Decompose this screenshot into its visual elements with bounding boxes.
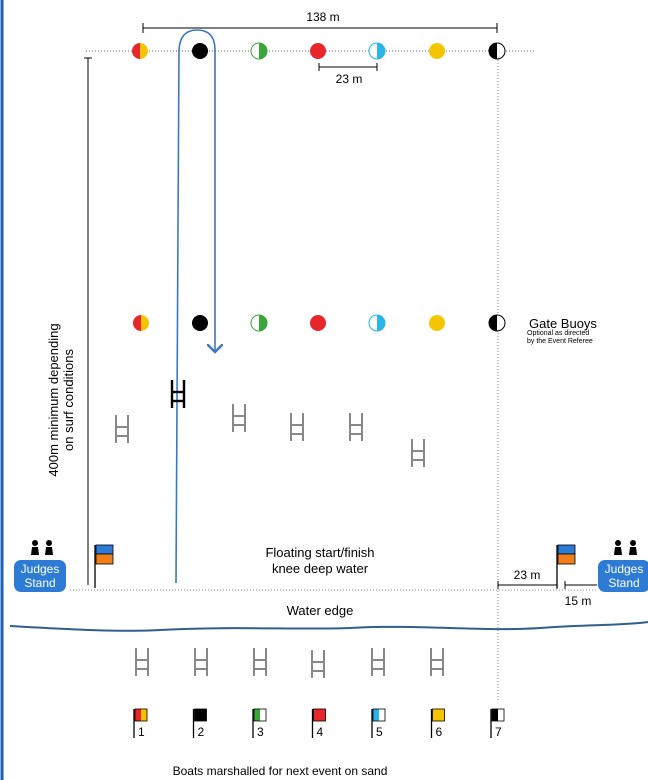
boat-icon bbox=[170, 380, 186, 408]
buoy-icon bbox=[310, 43, 326, 59]
person-icon bbox=[614, 540, 637, 555]
boat-icon bbox=[411, 439, 425, 467]
person-icon bbox=[31, 540, 53, 555]
lane-number-2: 2 bbox=[197, 725, 205, 739]
buoy-icon bbox=[192, 43, 208, 59]
course-width-dimension bbox=[142, 23, 498, 33]
boat-icon bbox=[430, 648, 444, 676]
boats-in-water bbox=[115, 380, 425, 467]
marshalling-label: Boats marshalled for next event on sand bbox=[172, 764, 388, 778]
flag-icon bbox=[430, 708, 445, 738]
judges-stand-line1: Judges bbox=[20, 562, 60, 576]
judges-offset-label: 15 m bbox=[564, 594, 592, 608]
judges-stand-line1: Judges bbox=[604, 562, 644, 576]
lane-number-4: 4 bbox=[316, 725, 324, 739]
gate-buoys-note-line1: Optional as directed bbox=[527, 330, 590, 337]
boat-icon bbox=[371, 648, 385, 676]
boat-icon bbox=[115, 415, 129, 443]
top-buoy-row bbox=[132, 42, 506, 60]
water-edge-label: Water edge bbox=[286, 603, 354, 618]
buoy-icon bbox=[132, 43, 148, 59]
boat-icon bbox=[135, 648, 149, 676]
lane-number-3: 3 bbox=[257, 725, 264, 739]
buoy-icon bbox=[488, 42, 506, 60]
buoy-icon bbox=[250, 314, 268, 332]
buoy-icon bbox=[368, 42, 386, 60]
flag-icon bbox=[252, 708, 267, 738]
boat-icon bbox=[349, 413, 363, 441]
buoy-icon bbox=[250, 42, 268, 60]
course-length-line1: 400m minimum depending bbox=[46, 323, 61, 477]
gate-buoys-note-line2: by the Event Referee bbox=[527, 338, 593, 345]
judges-stand-left: Judges Stand bbox=[14, 560, 66, 592]
buoy-icon bbox=[310, 315, 326, 331]
start-finish-line2: knee deep water bbox=[271, 561, 369, 576]
lane-flags bbox=[133, 708, 505, 738]
lane-number-5: 5 bbox=[376, 725, 383, 739]
boat-icon bbox=[232, 404, 246, 432]
left-start-flag bbox=[94, 544, 114, 588]
lane-number-7: 7 bbox=[495, 725, 502, 739]
flag-icon bbox=[371, 708, 386, 738]
flag-icon bbox=[490, 708, 505, 738]
course-width-label: 138 m bbox=[306, 10, 340, 24]
buoy-icon bbox=[133, 315, 149, 331]
course-length-dimension bbox=[84, 57, 92, 585]
judges-offset-dimension bbox=[564, 581, 597, 589]
judges-stand-right: Judges Stand bbox=[598, 560, 648, 592]
flag-offset-dimension bbox=[497, 581, 558, 589]
judges-stand-line2: Stand bbox=[24, 576, 56, 590]
flag-icon bbox=[192, 708, 207, 738]
gate-buoys-title: Gate Buoys bbox=[529, 316, 597, 331]
boats-on-sand bbox=[135, 648, 444, 678]
lane-number-6: 6 bbox=[435, 725, 443, 739]
boat-icon bbox=[253, 648, 267, 676]
start-finish-label: Floating start/finish knee deep water bbox=[240, 545, 400, 577]
boat-icon bbox=[311, 650, 325, 678]
lane-number-1: 1 bbox=[138, 725, 145, 739]
flag-offset-label: 23 m bbox=[513, 568, 541, 582]
judges-stand-line2: Stand bbox=[608, 576, 640, 590]
flag-icon bbox=[133, 708, 148, 738]
course-length-line2: on surf conditions bbox=[61, 349, 76, 451]
course-path bbox=[175, 29, 215, 584]
buoy-icon bbox=[192, 315, 208, 331]
buoy-icon bbox=[368, 314, 386, 332]
buoy-icon bbox=[488, 314, 506, 332]
boat-icon bbox=[290, 413, 304, 441]
gate-buoys-note: Optional as directed by the Event Refere… bbox=[527, 330, 593, 346]
flag-icon bbox=[311, 708, 326, 738]
buoy-spacing-dimension bbox=[318, 63, 378, 71]
water-edge-line bbox=[9, 621, 648, 632]
course-length-label: 400m minimum depending on surf condition… bbox=[46, 235, 80, 565]
start-finish-line1: Floating start/finish bbox=[265, 545, 375, 560]
boat-icon bbox=[194, 648, 208, 676]
buoy-icon bbox=[429, 43, 445, 59]
gate-buoy-row bbox=[133, 314, 506, 332]
buoy-icon bbox=[429, 315, 445, 331]
buoy-spacing-label: 23 m bbox=[335, 72, 363, 86]
right-start-flag bbox=[556, 544, 576, 588]
